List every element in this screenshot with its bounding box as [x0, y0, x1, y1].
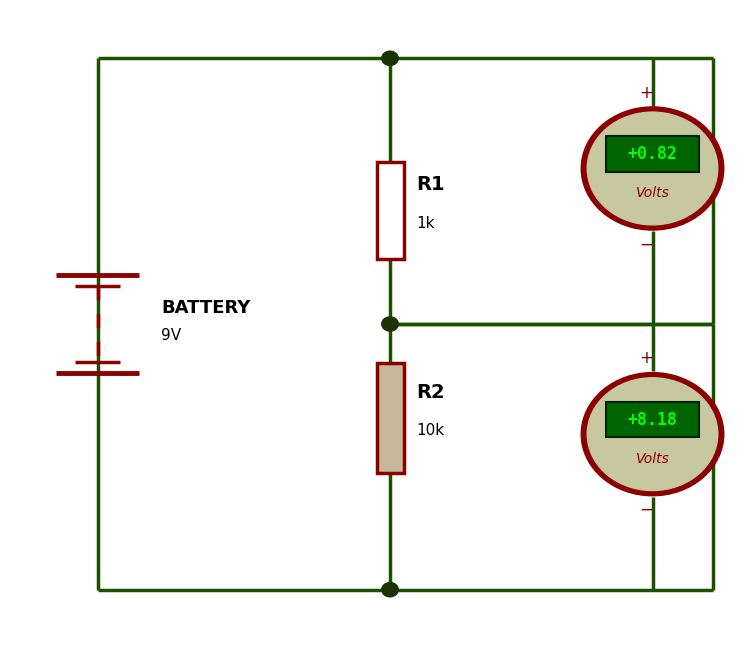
FancyBboxPatch shape: [376, 363, 404, 473]
Text: 1k: 1k: [416, 216, 435, 231]
Text: −: −: [640, 235, 653, 253]
Text: BATTERY: BATTERY: [161, 299, 250, 317]
Circle shape: [382, 317, 398, 331]
Text: 10k: 10k: [416, 423, 444, 439]
Text: +: +: [640, 84, 653, 102]
Text: +8.18: +8.18: [628, 411, 677, 428]
FancyBboxPatch shape: [606, 136, 699, 172]
Circle shape: [382, 583, 398, 597]
Text: Volts: Volts: [635, 186, 670, 200]
Circle shape: [587, 112, 718, 225]
Text: R2: R2: [416, 382, 445, 402]
Text: +0.82: +0.82: [628, 145, 677, 163]
Circle shape: [382, 51, 398, 65]
Circle shape: [587, 378, 718, 491]
Text: −: −: [640, 501, 653, 519]
Text: +: +: [640, 349, 653, 367]
Circle shape: [581, 373, 724, 496]
FancyBboxPatch shape: [376, 162, 404, 259]
Text: Volts: Volts: [635, 452, 670, 466]
Text: R1: R1: [416, 175, 445, 194]
Circle shape: [581, 107, 724, 230]
Text: 9V: 9V: [161, 328, 182, 343]
FancyBboxPatch shape: [606, 402, 699, 437]
